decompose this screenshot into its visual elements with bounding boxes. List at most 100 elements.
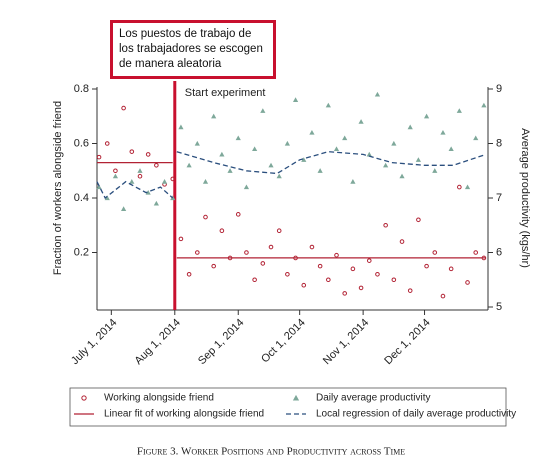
point — [383, 162, 389, 168]
y2-tick-label: 6 — [496, 246, 502, 258]
point — [350, 179, 356, 184]
point — [178, 236, 184, 242]
legend-label: Daily average productivity — [316, 393, 431, 404]
point — [465, 280, 470, 285]
point — [334, 252, 339, 258]
point — [374, 91, 381, 97]
point — [194, 140, 200, 146]
point — [252, 277, 257, 283]
point — [399, 239, 405, 244]
point — [203, 214, 208, 220]
y2-tick-label: 9 — [496, 83, 502, 95]
point — [383, 222, 388, 228]
x-tick-label: July 1, 2014 — [69, 317, 119, 367]
legend-label: Local regression of daily average produc… — [316, 409, 516, 420]
point — [448, 266, 454, 272]
point — [145, 189, 151, 195]
y-tick-label: 0.2 — [74, 246, 89, 258]
point — [326, 277, 331, 283]
point — [137, 168, 143, 173]
point — [129, 179, 135, 184]
point — [235, 212, 241, 217]
point — [440, 130, 446, 135]
y-axis-label: Fraction of workers alongside friend — [52, 101, 64, 275]
x-tick-label: Dec 1, 2014 — [382, 317, 432, 367]
point — [342, 291, 348, 296]
point — [456, 108, 462, 113]
point — [457, 184, 462, 190]
point — [96, 154, 102, 160]
point — [317, 168, 323, 173]
point — [186, 272, 192, 277]
point — [440, 293, 446, 299]
point — [415, 157, 421, 162]
point — [129, 149, 135, 154]
point — [432, 250, 438, 255]
point — [292, 97, 299, 102]
point — [350, 266, 356, 272]
point — [211, 263, 216, 269]
point — [416, 217, 421, 223]
point — [153, 200, 159, 206]
x-tick-label: Sep 1, 2014 — [196, 317, 246, 367]
point — [112, 173, 119, 179]
x-tick-label: Oct 1, 2014 — [259, 317, 308, 366]
point — [104, 141, 110, 146]
point — [358, 285, 364, 291]
point — [358, 119, 364, 124]
point — [473, 135, 479, 141]
point — [284, 140, 290, 146]
point — [145, 152, 151, 157]
point — [235, 135, 241, 141]
point — [366, 258, 372, 263]
point — [432, 168, 438, 173]
point — [104, 195, 110, 201]
legend-swatch — [81, 395, 87, 401]
point — [276, 228, 282, 233]
y-tick-label: 0.8 — [74, 83, 89, 95]
point — [186, 162, 192, 168]
point — [317, 263, 323, 269]
point — [268, 162, 274, 168]
point — [219, 151, 225, 157]
point — [407, 288, 413, 293]
point — [301, 157, 307, 162]
point — [121, 206, 127, 211]
legend-label: Working alongside friend — [104, 393, 214, 404]
y-tick-label: 0.4 — [74, 192, 89, 204]
point — [96, 184, 102, 190]
point — [309, 244, 315, 250]
y2-tick-label: 5 — [496, 301, 502, 313]
point — [309, 130, 315, 135]
point — [161, 179, 168, 184]
point — [391, 140, 397, 146]
point — [137, 173, 143, 179]
overlay-note: Los puestos de trabajo de los trabajador… — [110, 20, 276, 79]
point — [202, 179, 209, 184]
point — [252, 146, 258, 152]
point — [399, 173, 405, 179]
experiment-label: Start experiment — [185, 87, 266, 99]
x-tick-label: Aug 1, 2014 — [133, 317, 183, 367]
point — [170, 176, 176, 182]
point — [285, 272, 290, 277]
y-tick-label: 0.6 — [74, 137, 89, 149]
x-tick-label: Nov 1, 2014 — [321, 317, 371, 367]
point — [464, 184, 471, 190]
point — [301, 282, 307, 288]
point — [276, 173, 282, 179]
y2-tick-label: 7 — [496, 192, 502, 204]
point — [333, 146, 340, 152]
point — [211, 113, 217, 119]
point — [325, 102, 331, 108]
point — [375, 272, 380, 277]
point — [219, 228, 225, 233]
point — [423, 113, 430, 119]
point — [244, 250, 249, 255]
legend-label: Linear fit of working alongside friend — [104, 409, 264, 420]
line — [97, 161, 486, 259]
point — [391, 277, 397, 283]
line — [96, 151, 487, 200]
